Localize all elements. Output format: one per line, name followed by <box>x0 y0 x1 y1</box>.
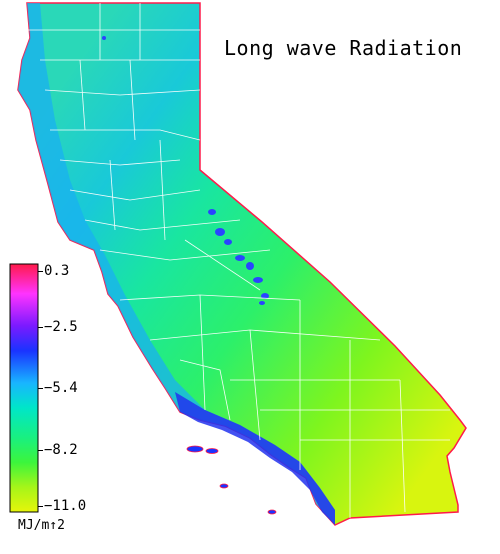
legend-tick-4: −11.0 <box>44 498 87 514</box>
legend-tick-mark <box>38 450 43 451</box>
south-coast-fringe <box>175 392 335 525</box>
california-shape <box>17 2 467 526</box>
legend-units: MJ/m↑2 <box>18 518 65 533</box>
county-lines <box>27 3 450 518</box>
legend-tick-mark <box>38 271 43 272</box>
legend-color-scale <box>9 263 39 513</box>
legend-tick-mark <box>38 327 43 328</box>
sierra-patches <box>102 36 269 305</box>
legend-tick-mark <box>38 506 43 507</box>
legend-tick-1: −2.5 <box>44 319 78 335</box>
legend-tick-0: 0.3 <box>44 263 70 279</box>
legend-tick-2: −5.4 <box>44 380 78 396</box>
map-title: Long wave Radiation <box>224 36 463 60</box>
channel-islands <box>186 445 277 515</box>
legend-tick-3: −8.2 <box>44 442 78 458</box>
legend-tick-mark <box>38 388 43 389</box>
